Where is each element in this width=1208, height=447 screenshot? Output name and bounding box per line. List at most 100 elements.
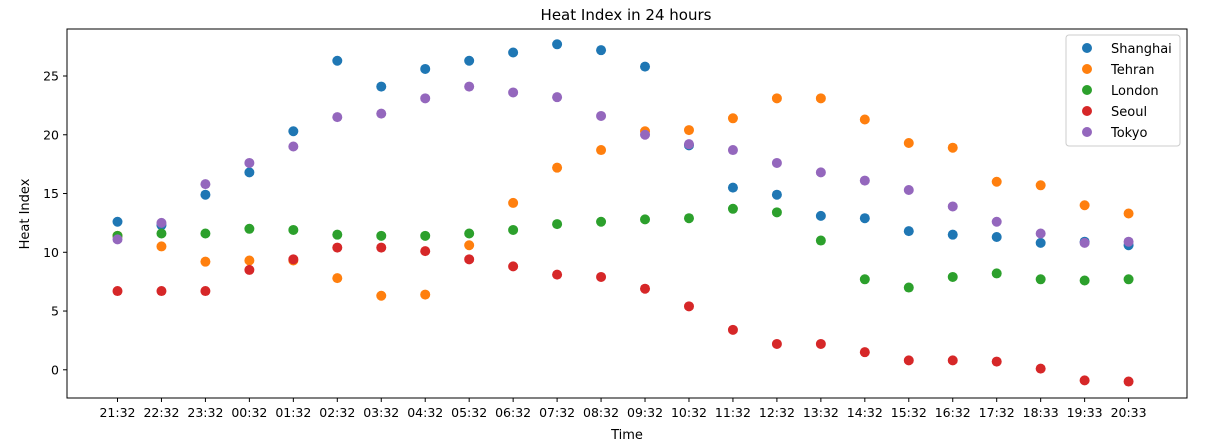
y-axis: 0 5 10 15 20 25 [43, 69, 67, 377]
data-point [859, 213, 870, 224]
data-point [332, 273, 343, 284]
data-point [420, 289, 431, 300]
data-point [771, 189, 782, 200]
data-point [903, 184, 914, 195]
data-point [332, 229, 343, 240]
legend-marker [1082, 43, 1092, 53]
x-tick-label: 16:32 [935, 405, 971, 420]
x-tick-label: 17:32 [979, 405, 1015, 420]
x-tick-label: 18:33 [1023, 405, 1059, 420]
legend-marker [1082, 85, 1092, 95]
data-point [464, 81, 475, 92]
data-point [464, 228, 475, 239]
data-point [683, 139, 694, 150]
x-tick-label: 14:32 [847, 405, 883, 420]
data-point [727, 182, 738, 193]
series-tokyo [112, 81, 1134, 248]
x-tick-label: 05:32 [451, 405, 487, 420]
data-point [200, 179, 211, 190]
legend-marker [1082, 106, 1092, 116]
x-tick-label: 03:32 [363, 405, 399, 420]
x-tick-label: 15:32 [891, 405, 927, 420]
x-axis-label: Time [610, 428, 643, 443]
data-point [1123, 208, 1134, 219]
data-point [244, 167, 255, 178]
series-shanghai [112, 39, 1134, 251]
x-tick-label: 08:32 [583, 405, 619, 420]
data-point [420, 246, 431, 257]
data-point [815, 167, 826, 178]
y-tick-label: 25 [43, 69, 59, 84]
data-point [727, 113, 738, 124]
series-seoul [112, 242, 1134, 387]
legend-label: Tokyo [1110, 126, 1147, 141]
data-point [200, 256, 211, 267]
x-tick-label: 01:32 [275, 405, 311, 420]
data-point [376, 230, 387, 241]
y-tick-label: 20 [43, 127, 59, 142]
legend-marker [1082, 127, 1092, 137]
data-point [332, 242, 343, 253]
data-point [815, 235, 826, 246]
data-point [903, 282, 914, 293]
data-point [112, 216, 123, 227]
data-point [903, 355, 914, 366]
legend-label: London [1111, 84, 1159, 99]
data-point [903, 226, 914, 237]
x-tick-label: 11:32 [715, 405, 751, 420]
data-point [596, 216, 607, 227]
data-point [771, 207, 782, 218]
data-point [552, 219, 563, 230]
y-axis-label: Heat Index [18, 178, 33, 249]
data-point [464, 254, 475, 265]
data-point [508, 261, 519, 272]
data-point [640, 283, 651, 294]
data-points [112, 39, 1134, 387]
data-point [376, 290, 387, 301]
data-point [596, 110, 607, 121]
data-point [420, 63, 431, 74]
legend-box [1065, 34, 1181, 147]
data-point [464, 240, 475, 251]
legend-marker [1082, 64, 1092, 74]
data-point [903, 137, 914, 148]
data-point [1035, 228, 1046, 239]
legend-label: Tehran [1110, 63, 1155, 78]
y-tick-label: 0 [51, 362, 59, 377]
data-point [288, 126, 299, 137]
data-point [508, 197, 519, 208]
data-point [1123, 274, 1134, 285]
data-point [376, 81, 387, 92]
data-point [771, 157, 782, 168]
x-axis: 21:32 22:32 23:32 00:32 01:32 02:32 03:32 04:32… [99, 398, 1147, 420]
data-point [727, 203, 738, 214]
data-point [508, 87, 519, 98]
data-point [420, 93, 431, 104]
y-tick-label: 10 [43, 245, 59, 260]
data-point [815, 93, 826, 104]
series-london [112, 203, 1134, 293]
data-point [1035, 237, 1046, 248]
data-point [288, 141, 299, 152]
data-point [859, 347, 870, 358]
data-point [1079, 275, 1090, 286]
data-point [640, 129, 651, 140]
data-point [376, 108, 387, 119]
data-point [244, 223, 255, 234]
data-point [1079, 237, 1090, 248]
data-point [859, 114, 870, 125]
data-point [552, 39, 563, 50]
data-point [376, 242, 387, 253]
x-tick-label: 00:32 [231, 405, 267, 420]
data-point [1035, 363, 1046, 374]
data-point [1035, 274, 1046, 285]
data-point [815, 338, 826, 349]
chart-title: Heat Index in 24 hours [541, 6, 712, 24]
data-point [332, 55, 343, 66]
data-point [112, 234, 123, 245]
data-point [508, 47, 519, 58]
x-tick-label: 09:32 [627, 405, 663, 420]
data-point [947, 201, 958, 212]
data-point [596, 45, 607, 56]
data-point [244, 157, 255, 168]
